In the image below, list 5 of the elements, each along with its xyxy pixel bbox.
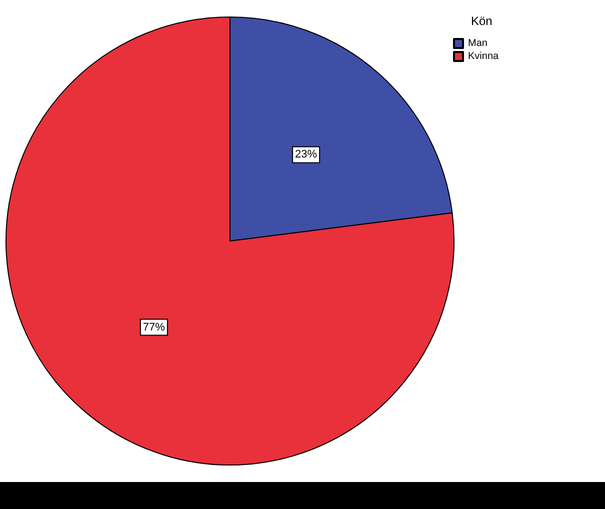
legend-label: Man — [468, 38, 488, 49]
data-label: 23% — [295, 148, 318, 161]
data-label: 77% — [142, 321, 166, 334]
legend-label: Kvinna — [468, 51, 500, 62]
legend-title: Kön — [471, 14, 492, 28]
